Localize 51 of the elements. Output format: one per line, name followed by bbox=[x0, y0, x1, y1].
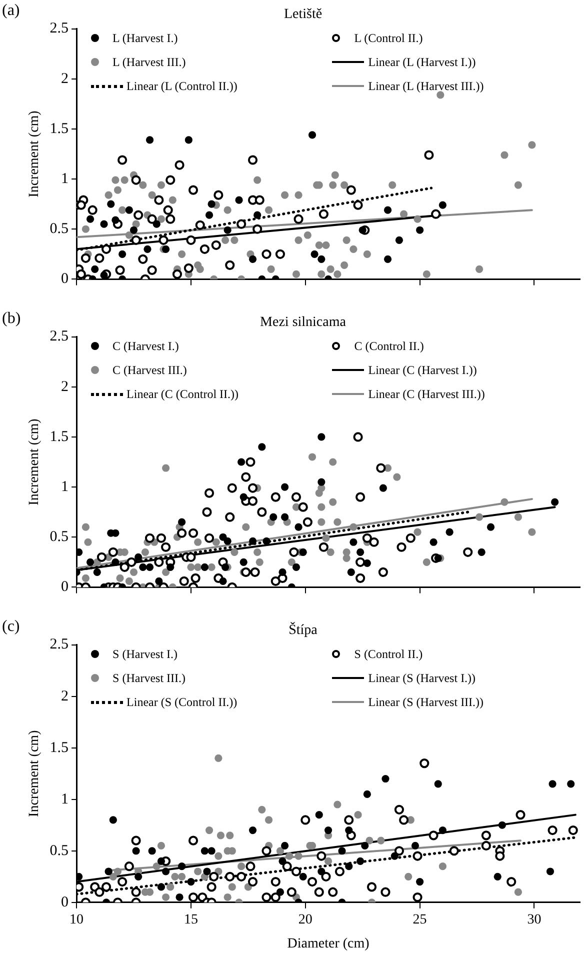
chart-title: Štípa bbox=[288, 621, 318, 638]
legend-label: Linear (S (Harvest III.)) bbox=[368, 694, 484, 710]
legend-label: S (Harvest I.) bbox=[112, 646, 178, 662]
y-tick-label: 2 bbox=[61, 70, 69, 87]
y-axis-title: Increment (cm) bbox=[27, 730, 42, 817]
legend-label: C (Harvest I.) bbox=[112, 338, 179, 354]
y-tick-label: 0.5 bbox=[50, 221, 69, 238]
y-axis-title: Increment (cm) bbox=[27, 418, 42, 506]
legend-label: Linear (S (Harvest I.)) bbox=[368, 670, 476, 686]
y-tick-label: 1.5 bbox=[50, 428, 69, 445]
legend-label: L (Harvest I.) bbox=[112, 30, 178, 46]
legend-label: Linear (C (Harvest III.)) bbox=[368, 386, 485, 402]
y-tick-label: 0 bbox=[61, 894, 69, 910]
y-tick-label: 1.5 bbox=[50, 740, 69, 756]
legend-label: S (Harvest III.) bbox=[112, 670, 186, 686]
legend-label: Linear (C (Harvest I.)) bbox=[368, 362, 477, 378]
y-tick-label: 0.5 bbox=[50, 842, 69, 859]
x-tick-label: 15 bbox=[184, 912, 198, 928]
legend-label: Linear (S (Control II.)) bbox=[126, 694, 238, 710]
y-tick-label: 0 bbox=[61, 579, 69, 596]
y-tick-label: 1.5 bbox=[50, 120, 69, 137]
legend-label: L (Harvest III.) bbox=[112, 54, 186, 70]
y-tick-label: 1 bbox=[61, 478, 69, 495]
y-tick-label: 2 bbox=[61, 688, 69, 704]
y-tick-label: 2.5 bbox=[50, 636, 69, 653]
legend-label: Linear (L (Harvest III.)) bbox=[368, 78, 484, 94]
y-tick-label: 1 bbox=[61, 791, 69, 808]
y-tick-label: 1 bbox=[61, 170, 69, 187]
text: (b) bbox=[2, 310, 21, 328]
y-axis-title: Increment (cm) bbox=[27, 110, 42, 198]
legend-label: Linear (L (Control II.)) bbox=[126, 78, 238, 94]
legend-label: S (Control II.) bbox=[354, 646, 423, 662]
legend-label: Linear (C (Control II.)) bbox=[126, 386, 239, 402]
legend-label: C (Control II.) bbox=[354, 338, 424, 354]
y-tick-label: 2.5 bbox=[50, 328, 69, 345]
x-tick-label: 30 bbox=[527, 912, 542, 928]
text: (a) bbox=[2, 2, 20, 20]
x-tick-label: 10 bbox=[70, 912, 84, 928]
y-tick-label: 0.5 bbox=[50, 529, 69, 546]
legend-label: Linear (L (Harvest I.)) bbox=[368, 54, 476, 70]
y-tick-label: 0 bbox=[61, 271, 69, 288]
legend-label: C (Harvest III.) bbox=[112, 362, 187, 378]
chart-title: Letiště bbox=[284, 7, 322, 22]
y-tick-label: 2.5 bbox=[50, 20, 69, 37]
y-tick-label: 2 bbox=[61, 378, 69, 395]
chart-title: Mezi silnicama bbox=[260, 315, 347, 330]
x-axis-title: Diameter (cm) bbox=[287, 936, 370, 952]
x-tick-label: 20 bbox=[298, 912, 312, 928]
text: (c) bbox=[2, 618, 20, 636]
x-tick-label: 25 bbox=[412, 912, 427, 928]
legend-label: L (Control II.) bbox=[354, 30, 423, 46]
